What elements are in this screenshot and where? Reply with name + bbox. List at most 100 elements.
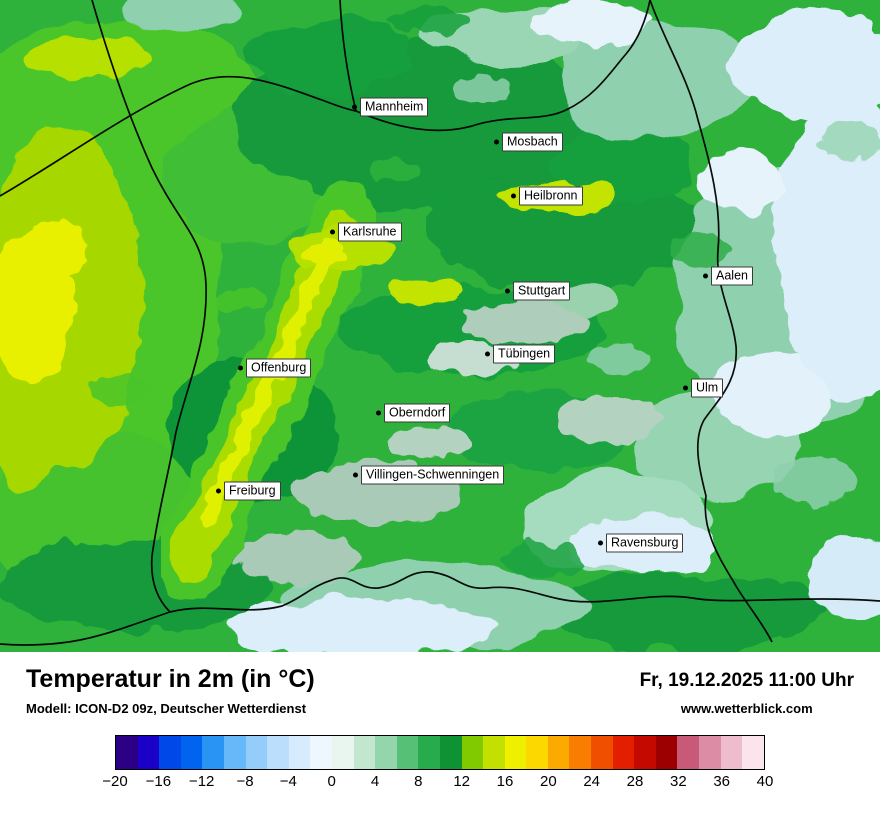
legend-segment <box>137 736 160 769</box>
legend-segment <box>461 736 484 769</box>
legend-segment <box>439 736 462 769</box>
city-label: Aalen <box>711 266 753 286</box>
city-marker: Offenburg <box>238 358 312 378</box>
city-label: Stuttgart <box>513 281 571 301</box>
footer: Temperatur in 2m (in °C) Modell: ICON-D2… <box>0 652 880 797</box>
legend-segment <box>504 736 527 769</box>
legend-ticks: −20 −16 −12 −8 −4 0 4 8 12 16 20 24 28 32 36 40 <box>102 773 773 797</box>
city-label: Heilbronn <box>519 186 583 206</box>
legend-segment <box>331 736 354 769</box>
legend-segment <box>116 736 138 769</box>
city-label: Karlsruhe <box>338 222 402 242</box>
city-marker: Ravensburg <box>598 533 684 553</box>
legend-segment <box>526 736 548 769</box>
legend-tick-label: 16 <box>496 773 514 790</box>
legend-tick-label: 12 <box>453 773 470 790</box>
city-dot <box>494 139 499 145</box>
legend-tick-label: −4 <box>279 773 297 790</box>
city-dot <box>238 365 243 371</box>
map-layer-yellow <box>0 220 344 524</box>
city-marker: Villingen-Schwenningen <box>353 465 505 485</box>
city-label: Tübingen <box>493 344 556 364</box>
city-dot <box>352 104 357 110</box>
city-marker: Ulm <box>683 378 724 398</box>
city-marker: Mannheim <box>352 97 429 117</box>
map-layer-pale-blue <box>225 0 880 652</box>
legend-segment <box>569 736 592 769</box>
legend-segment <box>223 736 246 769</box>
legend-tick-label: 36 <box>713 773 730 790</box>
legend-segment <box>677 736 700 769</box>
city-dot <box>330 229 335 235</box>
forecast-datetime: Fr, 19.12.2025 11:00 Uhr <box>639 670 854 691</box>
city-label: Mannheim <box>360 97 429 117</box>
city-label: Ravensburg <box>606 533 684 553</box>
legend-segment <box>202 736 224 769</box>
city-marker: Heilbronn <box>511 186 583 206</box>
legend-segment <box>288 736 311 769</box>
city-dot <box>703 273 708 279</box>
page-title: Temperatur in 2m (in °C) <box>26 665 315 693</box>
legend-tick-label: 32 <box>669 773 687 790</box>
city-label: Ulm <box>691 378 724 398</box>
city-dot <box>353 472 358 478</box>
state-borders <box>0 0 880 646</box>
legend-tick-label: 20 <box>539 773 557 790</box>
legend-segment <box>742 736 764 769</box>
city-marker: Mosbach <box>494 132 563 152</box>
city-marker: Aalen <box>703 266 753 286</box>
city-dot <box>683 385 688 391</box>
legend-segment <box>547 736 570 769</box>
city-marker: Tübingen <box>485 344 556 364</box>
legend-bar <box>115 735 765 770</box>
legend-segment <box>483 736 505 769</box>
legend-segment <box>720 736 743 769</box>
city-marker: Stuttgart <box>505 281 571 301</box>
city-layer: Mannheim Mosbach Heilbronn Karlsruhe Stuttga… <box>216 97 753 553</box>
city-dot <box>216 488 221 494</box>
legend-segment <box>180 736 203 769</box>
temperature-legend: −20 −16 −12 −8 −4 0 4 8 12 16 20 24 28 32 36 40 <box>102 735 773 797</box>
city-label: Villingen-Schwenningen <box>361 465 505 485</box>
legend-segment <box>655 736 678 769</box>
legend-segment <box>612 736 635 769</box>
map-area: Mannheim Mosbach Heilbronn Karlsruhe Stuttga… <box>0 0 880 652</box>
legend-segment <box>418 736 440 769</box>
legend-tick-label: −8 <box>236 773 254 790</box>
city-label: Mosbach <box>502 132 563 152</box>
city-label: Offenburg <box>246 358 312 378</box>
legend-segment <box>245 736 268 769</box>
footer-left: Temperatur in 2m (in °C) Modell: ICON-D2… <box>26 665 315 716</box>
legend-tick-label: −16 <box>145 773 172 790</box>
website-url: www.wetterblick.com <box>680 701 813 716</box>
city-dot <box>598 540 603 546</box>
legend-segment <box>310 736 332 769</box>
city-marker: Freiburg <box>216 481 281 501</box>
city-marker: Oberndorf <box>376 403 451 423</box>
city-label: Oberndorf <box>384 403 451 423</box>
legend-segment <box>159 736 181 769</box>
legend-segment <box>353 736 376 769</box>
legend-tick-label: 0 <box>327 773 336 790</box>
legend-segment <box>699 736 721 769</box>
legend-tick-label: 24 <box>583 773 600 790</box>
legend-segment <box>375 736 397 769</box>
legend-tick-label: −12 <box>188 773 215 790</box>
legend-segment <box>591 736 613 769</box>
map-layer-speckles <box>90 6 880 578</box>
legend-segment <box>396 736 419 769</box>
legend-tick-label: 8 <box>414 773 423 790</box>
city-label: Freiburg <box>224 481 281 501</box>
legend-tick-label: −20 <box>102 773 128 790</box>
legend-tick-label: 4 <box>370 773 380 790</box>
city-marker: Karlsruhe <box>330 222 402 242</box>
city-dot <box>485 351 490 357</box>
legend-segment <box>634 736 656 769</box>
footer-right: Fr, 19.12.2025 11:00 Uhr www.wetterblick… <box>640 665 854 716</box>
temperature-map <box>0 0 880 652</box>
city-dot <box>511 193 516 199</box>
legend-segment <box>267 736 289 769</box>
model-info: Modell: ICON-D2 09z, Deutscher Wetterdie… <box>26 701 307 716</box>
legend-tick-label: 40 <box>756 773 774 790</box>
